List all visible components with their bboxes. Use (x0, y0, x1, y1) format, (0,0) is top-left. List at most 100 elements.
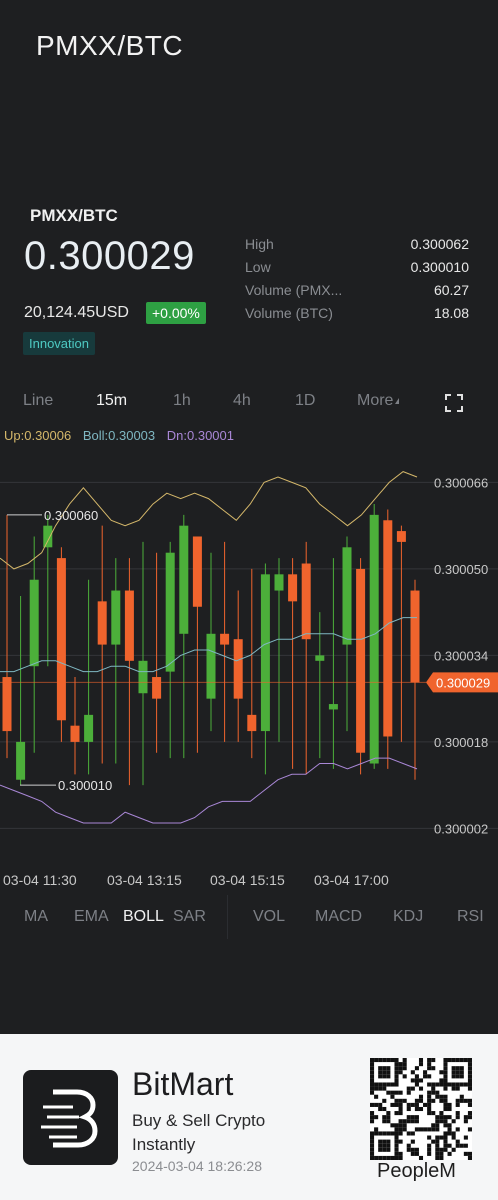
stat-label: Volume (PMX... (245, 281, 343, 298)
current-price-label: 0.300029 (436, 675, 490, 690)
y-tick-label: 0.300018 (434, 735, 488, 750)
indicator-bar: MA EMA BOLL SAR VOL MACD KDJ RSI (0, 908, 498, 928)
candle-body (111, 590, 121, 645)
stat-value: 18.08 (433, 304, 469, 321)
indicator-vol[interactable]: VOL (253, 908, 286, 925)
tagline: Buy & Sell Crypto Instantly (132, 1111, 266, 1154)
share-footer: BitMart Buy & Sell Crypto Instantly 2024… (0, 1034, 498, 1200)
candlestick-chart[interactable]: 0.300066 0.300050 0.300034 0.300018 0.300002… (0, 450, 498, 870)
tab-4h[interactable]: 4h (233, 392, 251, 409)
candle-body (410, 590, 420, 683)
bitmart-logo (23, 1070, 118, 1165)
tab-line[interactable]: Line (23, 392, 54, 409)
stat-row-volume-base: Volume (PMX... 60.27 (245, 278, 469, 301)
candle-body (192, 536, 202, 607)
indicator-macd[interactable]: MACD (315, 908, 363, 925)
candle-body (328, 704, 338, 710)
last-price: 0.300029 (24, 234, 195, 278)
x-tick-label: 03-04 17:00 (314, 872, 389, 888)
candle-body (301, 563, 311, 640)
innovation-tag: Innovation (23, 332, 95, 355)
stat-row-low: Low 0.300010 (245, 255, 469, 278)
boll-mid-label: Boll:0.30003 (82, 428, 156, 443)
page-title: PMXX/BTC (36, 30, 184, 61)
candle-body (84, 714, 94, 742)
boll-upper-line (0, 471, 418, 570)
x-tick-label: 03-04 11:30 (3, 872, 77, 888)
candle-body (247, 714, 257, 732)
stat-value: 0.300010 (410, 258, 469, 275)
min-marker-label: 0.300010 (58, 778, 112, 793)
candle-body (29, 579, 39, 667)
candle-body (165, 552, 175, 672)
stat-row-volume-quote: Volume (BTC) 18.08 (245, 301, 469, 324)
candle-body (369, 514, 379, 764)
candle-body (383, 520, 393, 737)
candle-body (124, 590, 134, 661)
indicator-ma[interactable]: MA (24, 908, 48, 925)
candle-body (356, 568, 366, 753)
candle-body (233, 639, 243, 699)
candle-body (220, 633, 230, 645)
date-axis: 03-04 11:30 03-04 13:15 03-04 15:15 03-0… (0, 872, 498, 888)
y-tick-label: 0.300002 (434, 821, 488, 836)
indicator-boll[interactable]: BOLL (123, 908, 164, 925)
boll-dn-label: Dn:0.30001 (166, 428, 234, 443)
candle-body (97, 601, 107, 645)
max-marker-label: 0.300060 (44, 508, 98, 523)
candle-body (288, 574, 298, 602)
candle-body (274, 574, 284, 591)
pair-name: PMXX/BTC (30, 206, 118, 225)
boll-up-label: Up:0.30006 (4, 428, 72, 443)
caret-down-icon (395, 398, 400, 404)
ticker-stats: High 0.300062 Low 0.300010 Volume (PMX..… (245, 232, 469, 324)
share-timestamp: 2024-03-04 18:26:28 (132, 1158, 262, 1174)
boll-mid-line (0, 617, 417, 673)
x-tick-label: 03-04 13:15 (107, 872, 182, 888)
current-price-tag (426, 672, 498, 693)
indicator-rsi[interactable]: RSI (457, 908, 484, 925)
stat-value: 60.27 (433, 281, 469, 298)
indicator-divider (227, 895, 228, 939)
boll-lower-line (0, 757, 418, 824)
candle-body (70, 725, 80, 742)
candle-body (16, 741, 26, 780)
bitmart-b-icon (41, 1089, 98, 1148)
tab-1d[interactable]: 1D (295, 392, 316, 409)
brand-name: BitMart (132, 1066, 234, 1102)
qr-caption: PeopleM (377, 1160, 456, 1182)
usd-price: 20,124.45USD (24, 304, 129, 321)
tab-15m[interactable]: 15m (96, 392, 128, 409)
x-tick-label: 03-04 15:15 (210, 872, 285, 888)
stat-label: High (245, 235, 274, 252)
candle-body (260, 574, 270, 732)
y-tick-label: 0.300034 (434, 648, 488, 663)
interval-bar: Line 15m 1h 4h 1D More (0, 392, 498, 414)
indicator-ema[interactable]: EMA (74, 908, 109, 925)
fullscreen-icon[interactable] (445, 394, 463, 412)
candle-body (2, 677, 12, 732)
stat-row-high: High 0.300062 (245, 232, 469, 255)
candle-body (396, 531, 406, 542)
candle-body (43, 525, 53, 548)
candle-body (138, 660, 148, 694)
stat-label: Volume (BTC) (245, 304, 333, 321)
boll-legend: Up:0.30006 Boll:0.30003 Dn:0.30001 (4, 428, 242, 443)
candle-body (206, 633, 216, 699)
y-tick-label: 0.300050 (434, 562, 488, 577)
change-badge: +0.00% (146, 302, 206, 324)
stat-label: Low (245, 258, 271, 275)
tab-1h[interactable]: 1h (173, 392, 191, 409)
tab-more-label: More (357, 392, 394, 409)
candle-body (179, 525, 189, 634)
tab-more[interactable]: More (357, 392, 400, 410)
candle-body (342, 547, 352, 645)
candle-body (56, 558, 66, 721)
qr-code-icon (370, 1058, 472, 1160)
candle-body (315, 655, 325, 661)
candle-body (152, 677, 162, 699)
indicator-kdj[interactable]: KDJ (393, 908, 424, 925)
stat-value: 0.300062 (410, 235, 469, 252)
indicator-sar[interactable]: SAR (173, 908, 206, 925)
y-tick-label: 0.300066 (434, 475, 488, 490)
